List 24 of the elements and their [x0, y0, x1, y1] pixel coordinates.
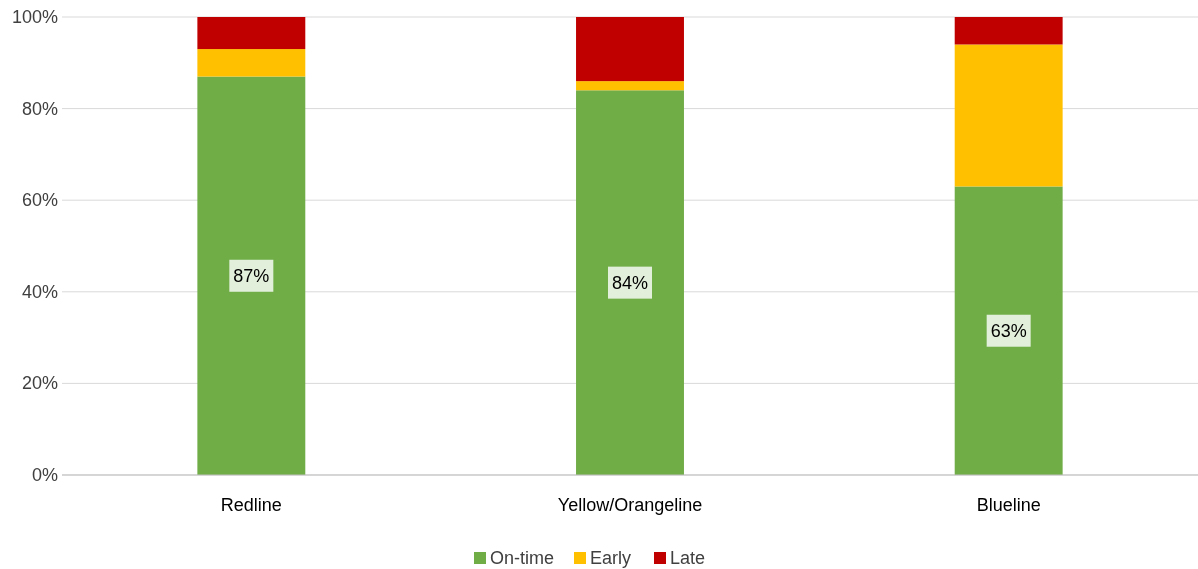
y-tick-label: 0% — [31, 465, 58, 485]
y-tick-label: 40% — [21, 281, 58, 302]
legend-label: Late — [670, 548, 706, 568]
data-label: 63% — [990, 320, 1027, 341]
bar — [576, 81, 684, 91]
y-tick-label: 100% — [11, 7, 58, 27]
bar — [954, 44, 1063, 187]
legend-label: Early — [590, 548, 632, 568]
x-tick-label: Redline — [220, 495, 282, 515]
bar — [197, 17, 306, 50]
y-tick-label: 60% — [21, 190, 58, 211]
data-label: 84% — [611, 272, 649, 293]
bar — [576, 90, 684, 475]
bar — [197, 49, 306, 77]
bar — [954, 186, 1063, 475]
legend-label: On-time — [490, 548, 555, 568]
bar — [197, 76, 306, 475]
x-tick-label: Blueline — [976, 495, 1041, 515]
bar — [954, 17, 1063, 45]
data-label: 87% — [233, 265, 270, 286]
y-tick-label: 80% — [21, 98, 58, 119]
bar — [576, 17, 684, 82]
y-tick-label: 20% — [21, 373, 58, 394]
x-tick-label: Yellow/Orangeline — [557, 495, 703, 515]
